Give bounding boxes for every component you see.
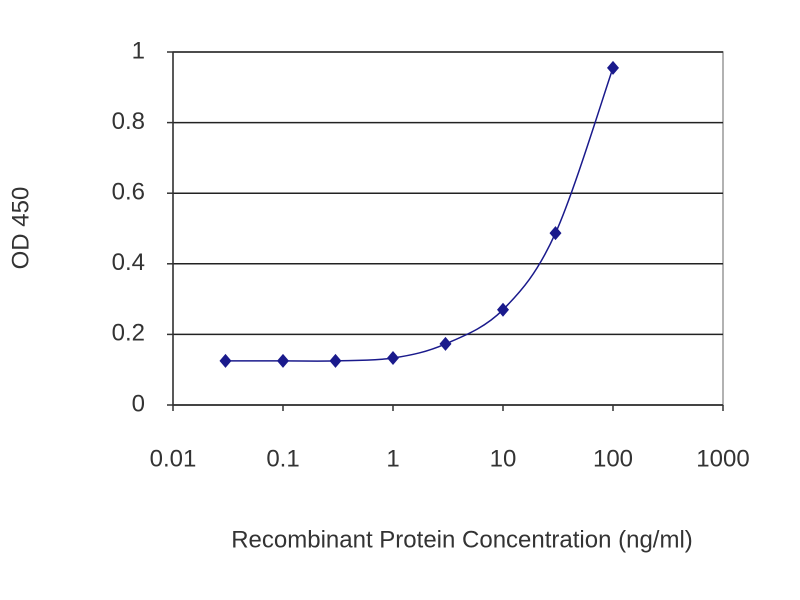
data-point (549, 226, 562, 241)
data-point (439, 336, 452, 351)
data-point (387, 351, 399, 366)
x-tick-label: 1 (386, 445, 399, 472)
x-tick-label: 10 (490, 445, 517, 472)
plot-frame (172, 51, 724, 406)
y-axis-label: OD 450 (7, 187, 34, 270)
x-tick-label: 0.1 (266, 445, 299, 472)
y-tick-label: 0.8 (112, 108, 145, 135)
data-point (607, 60, 619, 75)
data-point (219, 353, 232, 368)
x-tick-label: 1000 (696, 445, 749, 472)
y-tick-label: 0 (132, 390, 145, 417)
y-tick-label: 0.2 (112, 320, 145, 347)
y-tick-label: 1 (132, 37, 145, 64)
data-point (329, 353, 342, 368)
x-axis-label: Recombinant Protein Concentration (ng/ml… (231, 526, 693, 553)
x-tick-label: 0.01 (150, 445, 197, 472)
data-point (277, 353, 289, 368)
y-tick-label: 0.6 (112, 179, 145, 206)
data-point (497, 302, 509, 317)
y-tick-label: 0.4 (112, 249, 145, 276)
x-tick-label: 100 (593, 445, 633, 472)
